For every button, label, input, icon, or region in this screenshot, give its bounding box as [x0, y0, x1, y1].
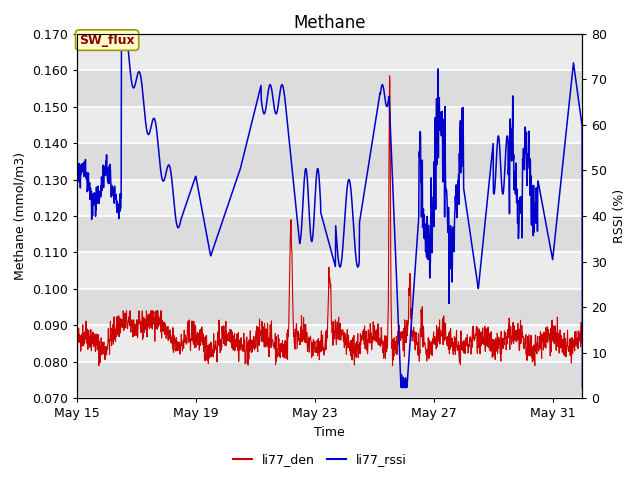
Legend: li77_den, li77_rssi: li77_den, li77_rssi: [228, 448, 412, 471]
Bar: [77, 34, 582, 70]
Title: Methane: Methane: [293, 14, 366, 32]
Bar: [77, 180, 582, 216]
Bar: [77, 107, 582, 143]
Bar: [77, 325, 582, 362]
Y-axis label: RSSI (%): RSSI (%): [613, 189, 626, 243]
Y-axis label: Methane (mmol/m3): Methane (mmol/m3): [13, 152, 26, 280]
Bar: [77, 252, 582, 289]
Text: SW_flux: SW_flux: [79, 34, 135, 47]
Bar: [77, 143, 582, 180]
Bar: [77, 362, 582, 398]
X-axis label: Time: Time: [314, 426, 345, 439]
Bar: [77, 289, 582, 325]
Bar: [77, 216, 582, 252]
Bar: [77, 70, 582, 107]
